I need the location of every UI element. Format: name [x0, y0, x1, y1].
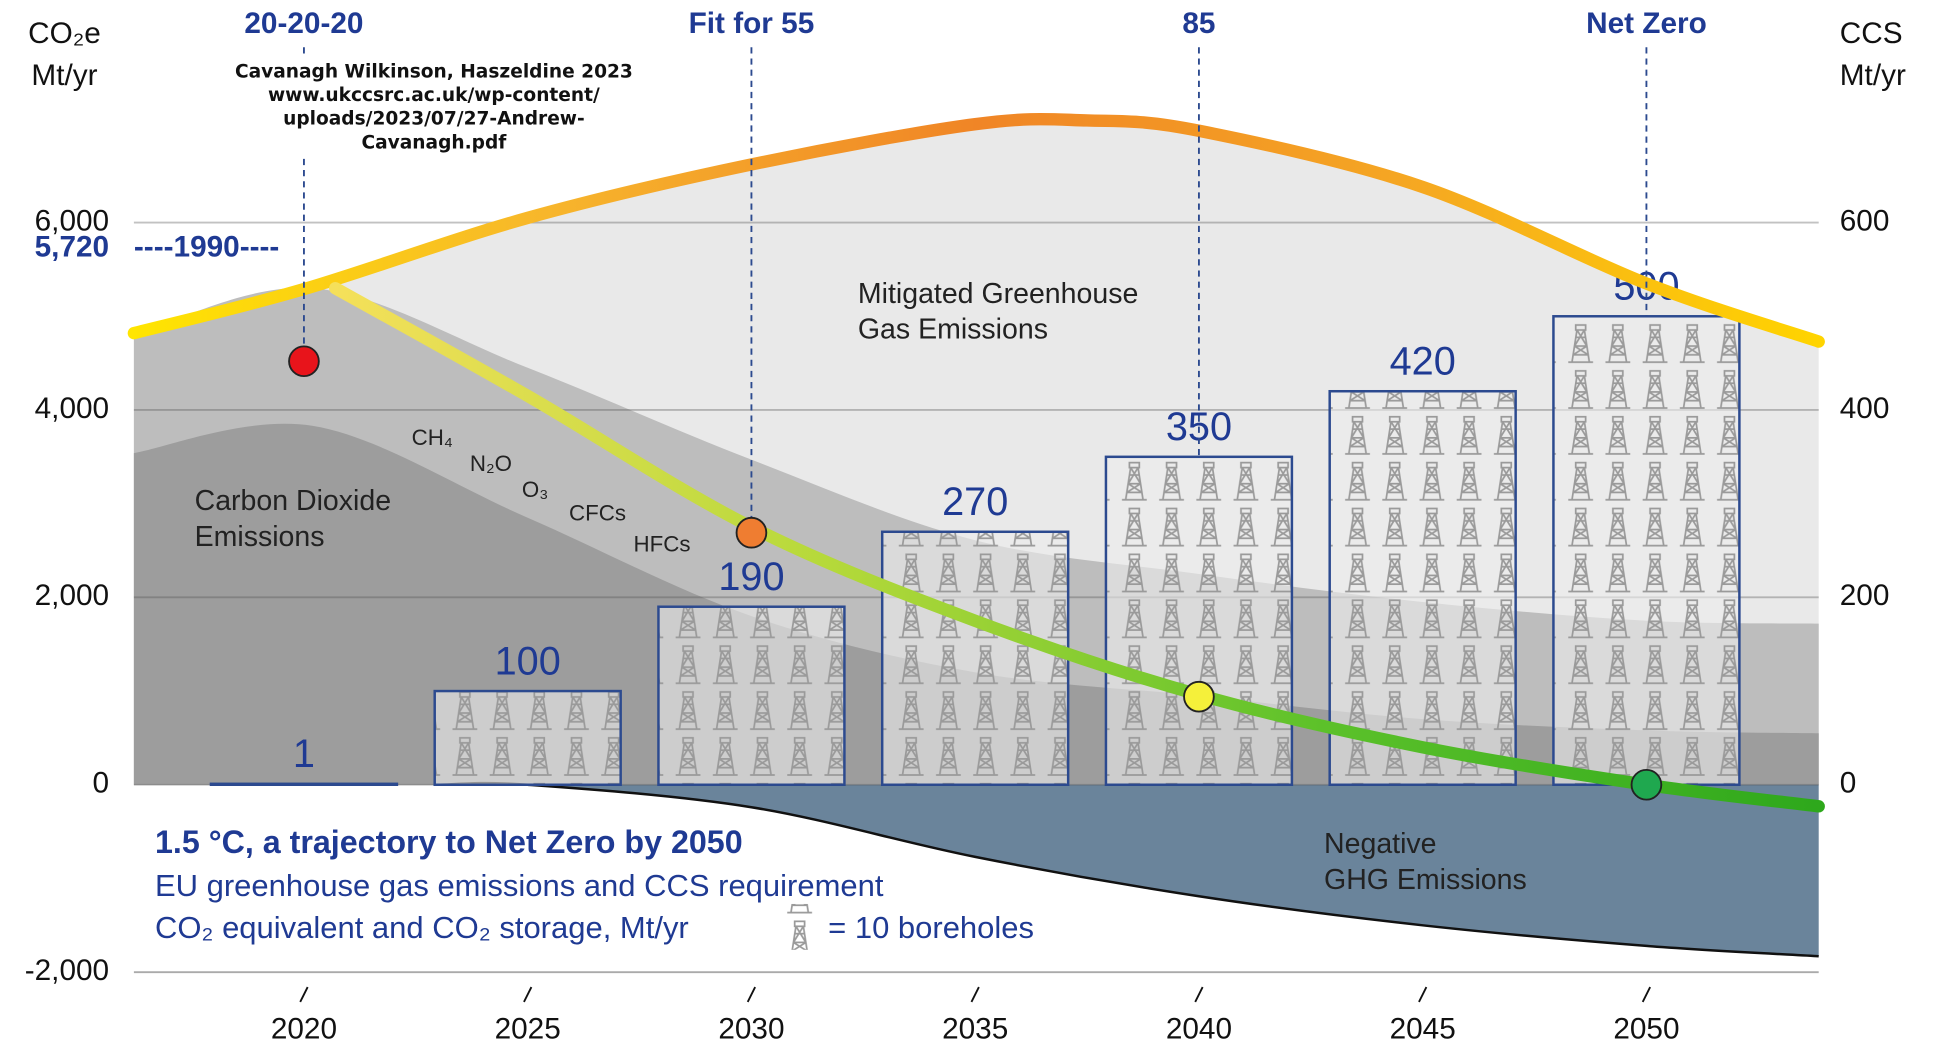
trajectory-line — [329, 281, 1825, 813]
gas-label: HFCs — [634, 532, 691, 557]
x-tick-label: 2045 — [1390, 1012, 1456, 1043]
milestone-dot — [1630, 768, 1663, 801]
area-label: Emissions — [195, 521, 325, 553]
y2-axis-label: CCS — [1840, 17, 1903, 50]
mitigated-curve — [127, 112, 1825, 348]
y2-tick-label: 600 — [1840, 204, 1890, 237]
x-tick — [1194, 986, 1204, 1003]
ccs-bar — [1104, 455, 1294, 786]
milestone-label: Net Zero — [1586, 7, 1707, 40]
y-tick-label: 0 — [93, 767, 110, 800]
chart-subtitle: EU greenhouse gas emissions and CCS requ… — [155, 868, 884, 903]
y-tick-label: -2,000 — [25, 954, 109, 987]
x-tick-label: 2035 — [942, 1012, 1008, 1043]
source-text: Cavanagh Wilkinson, Haszeldine 2023 — [235, 62, 633, 83]
area-label: GHG Emissions — [1324, 864, 1527, 896]
gas-label: CH₄ — [412, 425, 453, 450]
x-tick — [970, 986, 980, 1003]
gas-label: N₂O — [470, 451, 512, 476]
milestone-label: Fit for 55 — [689, 7, 815, 40]
y2-tick-label: 200 — [1840, 579, 1890, 612]
ccs-bar — [880, 530, 1070, 786]
x-tick — [523, 986, 533, 1003]
source-bg — [161, 54, 707, 157]
chart-subtitle: CO₂ equivalent and CO₂ storage, Mt/yr — [155, 910, 689, 945]
x-tick-label: 2040 — [1166, 1012, 1232, 1043]
x-tick — [1418, 986, 1428, 1003]
area-label: Negative — [1324, 828, 1436, 860]
ccs-value-label: 420 — [1390, 339, 1456, 383]
source-text: uploads/2023/07/27-Andrew- — [283, 109, 585, 130]
area-edge — [438, 781, 1819, 958]
ccs-bar — [1328, 389, 1517, 786]
x-tick — [1641, 986, 1651, 1003]
ccs-value-label: 100 — [495, 639, 561, 683]
ccs-value-label: 1 — [293, 732, 315, 776]
x-tick — [299, 986, 309, 1003]
y-axis-label: Mt/yr — [31, 59, 97, 92]
x-tick — [746, 986, 756, 1003]
milestone-dot — [1183, 680, 1215, 713]
area-label: Carbon Dioxide — [195, 485, 391, 517]
x-tick-label: 2050 — [1613, 1012, 1679, 1043]
y2-tick-label: 400 — [1840, 392, 1890, 425]
gas-label: CFCs — [569, 501, 626, 526]
ccs-value-label: 190 — [718, 555, 784, 599]
y-tick-label: 4,000 — [35, 392, 109, 425]
ccs-bar — [1552, 315, 1741, 786]
milestone-dot — [288, 345, 320, 378]
icon-label: = 10 boreholes — [828, 910, 1034, 945]
y2-axis-label: Mt/yr — [1840, 59, 1906, 92]
y-axis-label: CO₂e — [28, 17, 101, 50]
reference-text: ----1990---- — [134, 231, 279, 264]
x-tick-label: 2025 — [495, 1012, 561, 1043]
borehole-icon — [782, 903, 820, 950]
milestone-dot — [735, 516, 768, 549]
milestone-label: 20-20-20 — [244, 7, 363, 40]
ccs-bar — [209, 782, 399, 786]
ccs-bar — [657, 605, 846, 786]
area-label: Gas Emissions — [858, 314, 1048, 346]
ccs-bar — [433, 689, 622, 786]
reference-label: 5,720 — [35, 231, 109, 264]
chart-title: 1.5 °C, a trajectory to Net Zero by 2050 — [155, 824, 743, 860]
y2-tick-label: 0 — [1840, 767, 1857, 800]
source-text: Cavanagh.pdf — [361, 132, 507, 153]
gas-label: O₃ — [522, 477, 548, 502]
ccs-value-label: 270 — [942, 480, 1008, 524]
x-tick-label: 2020 — [271, 1012, 337, 1043]
source-text: www.ukccsrc.ac.uk/wp-content/ — [268, 85, 600, 106]
y-tick-label: 2,000 — [35, 579, 109, 612]
x-tick-label: 2030 — [718, 1012, 784, 1043]
y-tick-label: 6,000 — [35, 204, 109, 237]
area-fill — [438, 783, 1819, 957]
area-label: Mitigated Greenhouse — [858, 278, 1138, 310]
milestone-label: 85 — [1182, 7, 1215, 40]
